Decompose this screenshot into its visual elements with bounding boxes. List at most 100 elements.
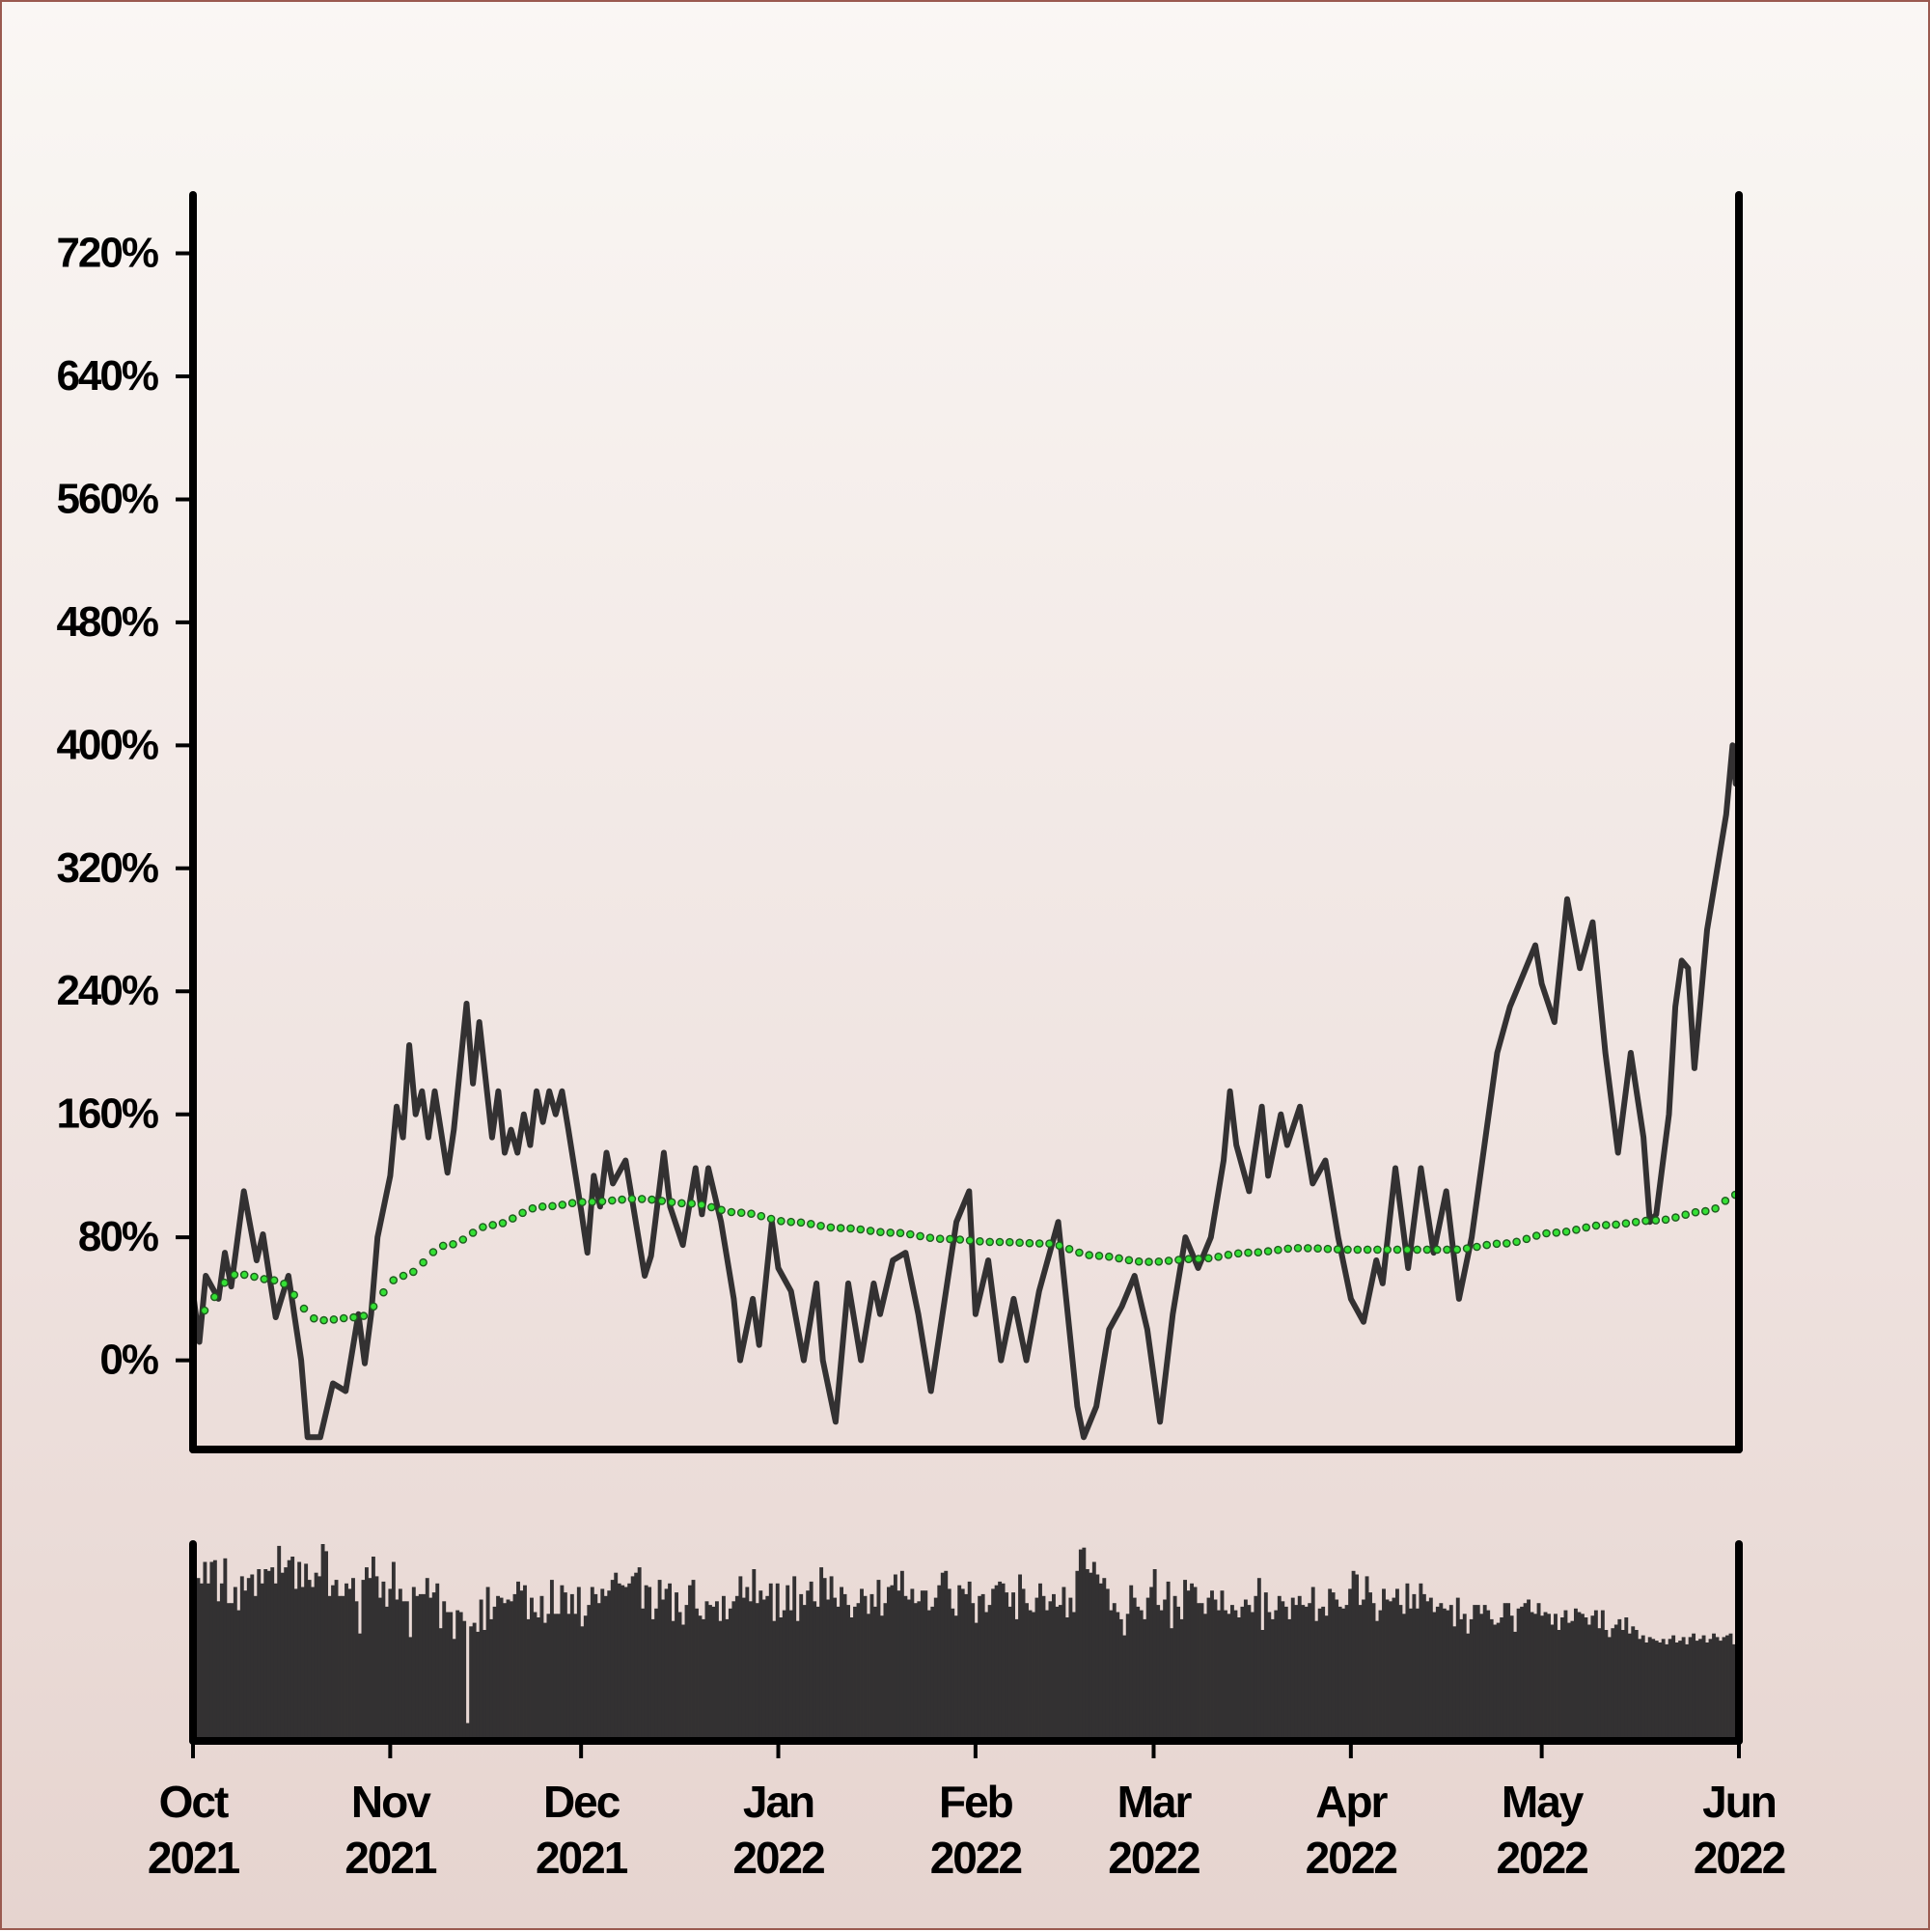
- volume-bar: [1351, 1570, 1356, 1741]
- moving-average-dot: [290, 1290, 299, 1300]
- volume-bar: [492, 1606, 497, 1741]
- volume-bar: [761, 1599, 766, 1741]
- volume-bar: [836, 1606, 841, 1741]
- volume-bar: [1475, 1605, 1480, 1741]
- volume-bar: [438, 1628, 443, 1741]
- volume-bar: [499, 1597, 504, 1741]
- volume-bar: [1156, 1605, 1161, 1741]
- volume-bar: [371, 1557, 375, 1741]
- moving-average-dot: [419, 1257, 427, 1267]
- volume-bar: [1197, 1603, 1200, 1741]
- volume-bar: [1125, 1614, 1130, 1741]
- volume-bar: [257, 1569, 262, 1741]
- moving-average-dot: [1432, 1245, 1442, 1255]
- volume-bar: [317, 1576, 322, 1741]
- volume-bar: [523, 1585, 527, 1741]
- volume-bar: [1389, 1601, 1392, 1741]
- volume-bar: [415, 1595, 420, 1741]
- volume-bar: [1590, 1615, 1595, 1741]
- volume-bar: [1032, 1612, 1035, 1741]
- volume-bar: [782, 1610, 786, 1741]
- volume-bar: [384, 1606, 389, 1741]
- x-tick-label-year: 2022: [1694, 1833, 1785, 1883]
- moving-average-dot: [1522, 1234, 1531, 1244]
- volume-bar: [1116, 1612, 1120, 1741]
- volume-bar: [630, 1576, 635, 1741]
- volume-bar: [1011, 1592, 1016, 1741]
- moving-average-dot: [1561, 1228, 1571, 1236]
- moving-average-dot: [528, 1203, 538, 1213]
- volume-bar: [910, 1588, 915, 1741]
- volume-bar: [886, 1587, 891, 1741]
- volume-bar: [1584, 1617, 1588, 1741]
- volume-bar: [1075, 1570, 1080, 1741]
- moving-average-dot: [538, 1202, 547, 1211]
- volume-bar: [465, 1723, 470, 1741]
- volume-bar: [675, 1592, 678, 1741]
- moving-average-dot: [1452, 1245, 1462, 1255]
- moving-average-dot: [1154, 1257, 1164, 1266]
- moving-average-dot: [1075, 1248, 1084, 1257]
- volume-bar: [913, 1603, 918, 1741]
- volume-bar: [1415, 1608, 1420, 1741]
- volume-bar: [1620, 1630, 1625, 1741]
- volume-bar: [1314, 1620, 1319, 1741]
- volume-bar: [1362, 1599, 1365, 1741]
- volume-bar: [1129, 1585, 1134, 1741]
- volume-bar: [809, 1581, 813, 1741]
- volume-bar: [1479, 1614, 1484, 1741]
- volume-bar: [546, 1614, 551, 1741]
- volume-bar: [967, 1581, 972, 1741]
- moving-average-dot: [816, 1222, 825, 1230]
- volume-bar: [1446, 1610, 1450, 1741]
- volume-bar: [1102, 1578, 1107, 1741]
- moving-average-dot: [1105, 1252, 1114, 1261]
- volume-bar: [1732, 1643, 1736, 1741]
- moving-average-dot: [747, 1209, 756, 1218]
- volume-bar: [1385, 1599, 1390, 1741]
- volume-bar: [1045, 1610, 1049, 1741]
- moving-average-dot: [1144, 1257, 1153, 1266]
- volume-bar: [1712, 1633, 1716, 1741]
- moving-average-dot: [399, 1271, 408, 1281]
- volume-bar: [964, 1593, 969, 1741]
- volume-bar: [1719, 1641, 1723, 1741]
- volume-bar: [654, 1608, 659, 1741]
- y-tick-label: 720%: [56, 230, 157, 277]
- volume-bar: [1448, 1605, 1453, 1741]
- volume-bar: [1513, 1631, 1518, 1741]
- volume-chart: [189, 1540, 1743, 1745]
- moving-average-dot: [965, 1236, 975, 1245]
- volume-bar: [1692, 1633, 1696, 1741]
- volume-bar: [1082, 1547, 1087, 1741]
- moving-average-dot: [856, 1225, 866, 1234]
- moving-average-dot: [209, 1292, 219, 1302]
- volume-bar: [698, 1615, 703, 1741]
- volume-bar: [984, 1612, 989, 1741]
- x-tick-label-month: Oct: [159, 1777, 229, 1827]
- volume-bar: [668, 1583, 673, 1741]
- volume-bar: [1052, 1593, 1056, 1741]
- volume-bar: [681, 1624, 685, 1741]
- volume-bar: [799, 1593, 804, 1741]
- volume-bar: [1206, 1597, 1211, 1741]
- volume-bar: [846, 1605, 850, 1741]
- volume-bar: [1597, 1628, 1602, 1741]
- moving-average-dot: [1134, 1256, 1144, 1266]
- x-tick-label-year: 2022: [1496, 1833, 1587, 1883]
- volume-bar: [1193, 1587, 1198, 1741]
- volume-bar: [1089, 1572, 1093, 1741]
- y-tick-label: 0%: [99, 1337, 157, 1384]
- x-tick-label-year: 2022: [930, 1833, 1022, 1883]
- moving-average-dot: [1353, 1245, 1363, 1255]
- moving-average-dot: [1443, 1245, 1451, 1255]
- volume-bar: [549, 1580, 554, 1741]
- volume-bar: [849, 1617, 854, 1741]
- moving-average-dot: [1413, 1245, 1421, 1255]
- volume-bar: [1405, 1583, 1410, 1741]
- moving-average-dot: [1582, 1223, 1590, 1232]
- volume-bar: [1068, 1597, 1073, 1741]
- volume-bar: [290, 1557, 295, 1741]
- moving-average-dot: [1503, 1239, 1511, 1248]
